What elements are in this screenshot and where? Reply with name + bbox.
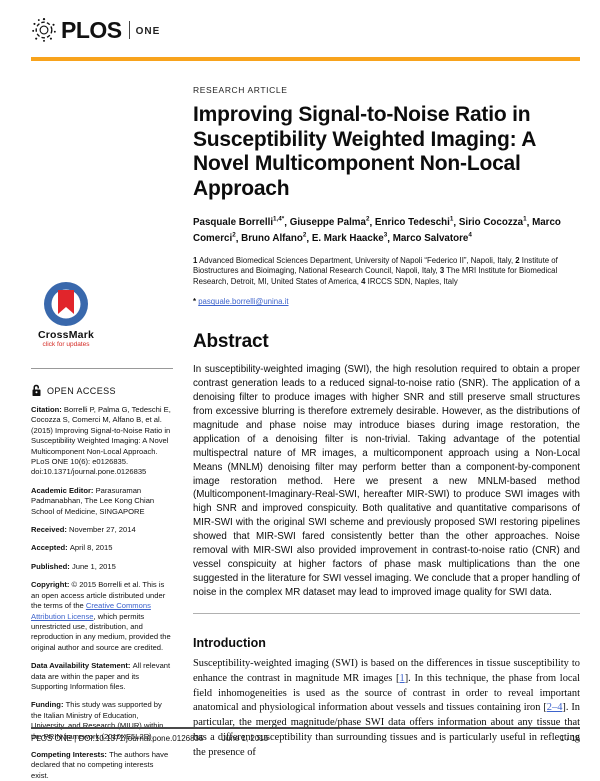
footer-page-number: 1 / 16: [559, 734, 580, 743]
author-name: E. Mark Haacke3: [311, 231, 388, 245]
corresponding-email-line: * pasquale.borrelli@unina.it: [193, 297, 580, 306]
email-marker: *: [193, 297, 197, 307]
author-name: Giuseppe Palma2: [289, 216, 370, 229]
author-name: Enrico Tedeschi1: [374, 216, 454, 229]
sidebar-note: Received: November 27, 2014: [31, 525, 136, 535]
introduction-text: Susceptibility-weighted imaging (SWI) is…: [193, 657, 580, 759]
sidebar-note: Copyright: © 2015 Borrelli et al. This i…: [31, 580, 171, 652]
author-name: Marco Salvatore4: [392, 231, 472, 245]
corresponding-email-link[interactable]: pasquale.borrelli@unina.it: [198, 297, 289, 307]
inline-link[interactable]: Creative Commons Attribution License: [31, 601, 151, 621]
author-list: Pasquale Borrelli1,4*, Giuseppe Palma2, …: [193, 216, 561, 245]
sidebar-divider: [31, 368, 173, 369]
sidebar: CrossMark click for updates OPEN ACCESS …: [31, 280, 173, 781]
logo-plos-text: PLOS: [61, 17, 122, 43]
crossmark-title: CrossMark: [37, 329, 95, 341]
open-lock-icon: [32, 384, 41, 396]
sidebar-note: Published: June 1, 2015: [31, 561, 116, 571]
header-rule: [31, 57, 580, 61]
author-name: Bruno Alfano2: [241, 231, 307, 245]
abstract-text: In susceptibility-weighted imaging (SWI)…: [193, 364, 580, 598]
open-access-label: OPEN ACCESS: [47, 385, 116, 396]
inline-link[interactable]: 1: [399, 672, 405, 684]
crossmark-icon: [44, 282, 88, 326]
plos-globe-icon: [32, 18, 56, 42]
sidebar-note: Competing Interests: The authors have de…: [31, 749, 169, 780]
footer-separator: |: [74, 734, 77, 743]
journal-logo: PLOS ONE: [31, 17, 160, 43]
footer-date: June 1, 2015: [221, 734, 269, 743]
author-name: Pasquale Borrelli1,4*: [193, 216, 285, 229]
introduction-heading: Introduction: [193, 635, 266, 650]
crossmark-badge[interactable]: CrossMark click for updates: [33, 280, 99, 348]
author-name: Sirio Cocozza1: [458, 216, 527, 229]
author-name: Marco Comerci2: [193, 217, 561, 245]
crossmark-subtitle: click for updates: [42, 341, 90, 348]
sidebar-note: Data Availability Statement: All relevan…: [31, 661, 171, 691]
article-main: RESEARCH ARTICLE Improving Signal-to-Noi…: [193, 85, 580, 761]
sidebar-note: Citation: Borrelli P, Palma G, Tedeschi …: [31, 405, 171, 477]
footer-brand: PLOS ONE: [31, 734, 72, 743]
page-footer: PLOS ONE | DOI:10.1371/journal.pone.0126…: [31, 727, 580, 743]
footer-left: PLOS ONE | DOI:10.1371/journal.pone.0126…: [31, 734, 268, 743]
footer-doi: DOI:10.1371/journal.pone.0126835: [78, 734, 204, 743]
inline-link[interactable]: 2–4: [546, 702, 563, 714]
affiliation-list: 1 Advanced Biomedical Sciences Departmen…: [193, 255, 558, 286]
article-title: Improving Signal-to-Noise Ratio in Susce…: [193, 103, 536, 200]
article-type-kicker: RESEARCH ARTICLE: [193, 85, 288, 95]
logo-one-text: ONE: [135, 25, 161, 37]
abstract-heading: Abstract: [193, 331, 269, 353]
open-access-row: OPEN ACCESS: [31, 384, 173, 397]
logo-divider: [128, 21, 130, 39]
abstract-divider: [193, 612, 580, 614]
sidebar-note: Academic Editor: Parasuraman Padmanabhan…: [31, 485, 155, 516]
sidebar-note: Funding: This study was supported by the…: [31, 700, 164, 741]
sidebar-note: Accepted: April 8, 2015: [31, 543, 113, 553]
sidebar-notes: Citation: Borrelli P, Palma G, Tedeschi …: [31, 405, 173, 781]
